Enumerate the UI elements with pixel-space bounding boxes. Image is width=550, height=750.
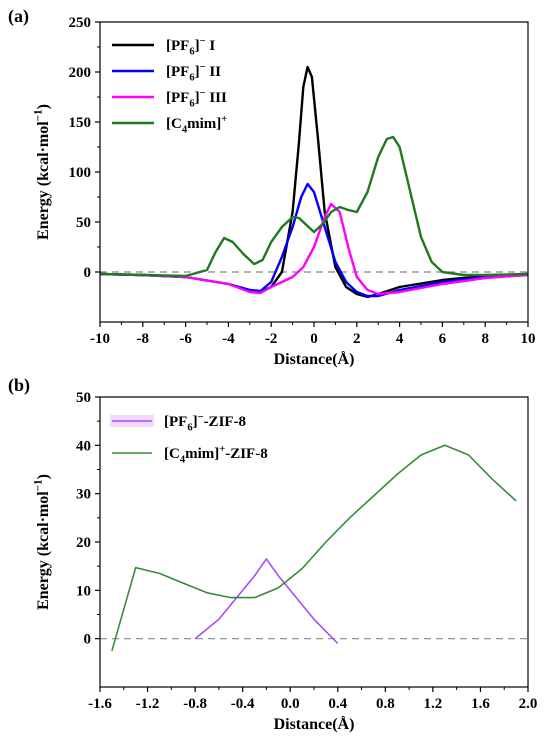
x-tick-label: 0.0 [281, 696, 300, 712]
y-tick-label: 100 [69, 165, 92, 181]
y-tick-label: 10 [76, 583, 91, 599]
y-tick-label: 200 [69, 65, 92, 81]
x-tick-label: -1.2 [136, 696, 160, 712]
x-tick-label: -4 [222, 331, 235, 347]
y-tick-label: 150 [69, 115, 92, 131]
series-line [99, 202, 529, 296]
legend-entry: [PF6​]−​ I [166, 36, 215, 58]
x-tick-label: 0.4 [328, 696, 347, 712]
plot-frame [99, 396, 529, 688]
legend-entry: [PF6​]−​-ZIF-8 [164, 412, 246, 434]
series-line [111, 444, 517, 652]
x-tick-label: -1.6 [88, 696, 112, 712]
chart-panel-b: (b) -1.6 -1.2 -0.8 -0.4 0.0 0.4 0.8 1.2 1.6 2.0 0 10… [8, 375, 537, 733]
panel-label: (a) [8, 6, 29, 27]
x-tick-label: -10 [90, 331, 110, 347]
x-tick-label: 10 [521, 331, 536, 347]
chart-panel-a: (a)-10 -8 -6 -4 -2 0 2 4 6 8 10050100150200250Dist… [8, 6, 536, 368]
x-tick-label: -2 [265, 331, 278, 347]
y-tick-label: 50 [76, 215, 91, 231]
x-tick-label: 1.2 [424, 696, 443, 712]
legend-entry: [C4​mim]+​-ZIF-8 [164, 444, 268, 466]
y-axis-label: Energy (kcal·mol−1​) [33, 474, 52, 610]
series-line [194, 558, 339, 645]
legend-entry: [PF6​]−​ II [166, 62, 221, 84]
y-axis-label: Energy (kcal·mol−1​) [33, 104, 52, 240]
series-line [99, 182, 529, 298]
panel-label: (b) [8, 375, 30, 396]
x-tick-label: -0.4 [231, 696, 255, 712]
x-tick-label: 0 [310, 331, 318, 347]
x-tick-label: -6 [179, 331, 192, 347]
x-tick-label: -8 [137, 331, 150, 347]
x-axis-label: Distance(Å) [274, 350, 355, 368]
x-tick-label: 1.6 [471, 696, 490, 712]
x-axis-label: Distance(Å) [274, 715, 355, 733]
y-tick-label: 30 [76, 487, 91, 503]
y-tick-label: 20 [76, 535, 91, 551]
y-tick-label: 250 [69, 15, 92, 31]
x-tick-label: 2.0 [519, 696, 538, 712]
y-tick-label: 0 [84, 632, 92, 648]
x-tick-label: 0.8 [376, 696, 395, 712]
y-tick-label: 50 [76, 390, 91, 406]
x-tick-label: -0.8 [183, 696, 207, 712]
x-tick-label: 4 [396, 331, 404, 347]
x-tick-label: 2 [353, 331, 361, 347]
x-tick-label: 6 [439, 331, 447, 347]
legend-entry: [PF6​]−​ III [166, 88, 227, 110]
series-line [99, 135, 529, 278]
legend-entry: [C4​mim]+​ [166, 114, 227, 136]
x-tick-label: 8 [481, 331, 489, 347]
y-tick-label: 0 [84, 265, 92, 281]
y-tick-label: 40 [76, 438, 91, 454]
series-line [99, 65, 529, 299]
